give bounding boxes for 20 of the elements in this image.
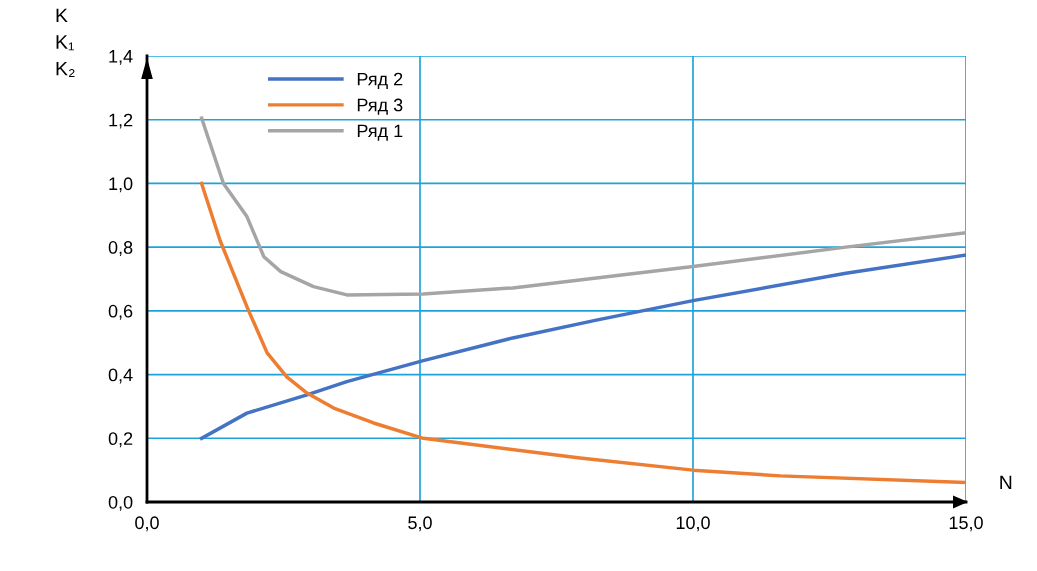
y-tick-label: 1,4 [109, 50, 133, 65]
y-tick-label: 0,8 [108, 241, 133, 256]
y-tick-label: 1,0 [109, 177, 133, 193]
line-series [199, 253, 966, 441]
line-series [199, 116, 966, 297]
y-tick-label: 0,4 [108, 368, 133, 384]
y-tick-label: 0,6 [108, 304, 133, 320]
y-tick-label: 0,2 [108, 432, 133, 448]
y-axis-title: K K₁ K₂ [56, 8, 75, 77]
legend-label: Ряд 3 [357, 98, 403, 115]
legend-label: Ряд 1 [357, 124, 403, 141]
x-tick-label: 5,0 [408, 516, 432, 532]
x-tick-label: 15,0 [949, 516, 983, 532]
x-tick-label: 0,0 [135, 516, 159, 532]
y-tick-label: 1,2 [109, 113, 133, 129]
legend-label: Ряд 2 [357, 72, 403, 89]
x-axis-title: N [1000, 475, 1012, 490]
y-tick-label: 0,0 [108, 495, 133, 511]
x-tick-label: 10,0 [676, 516, 710, 532]
line-series [199, 181, 966, 485]
